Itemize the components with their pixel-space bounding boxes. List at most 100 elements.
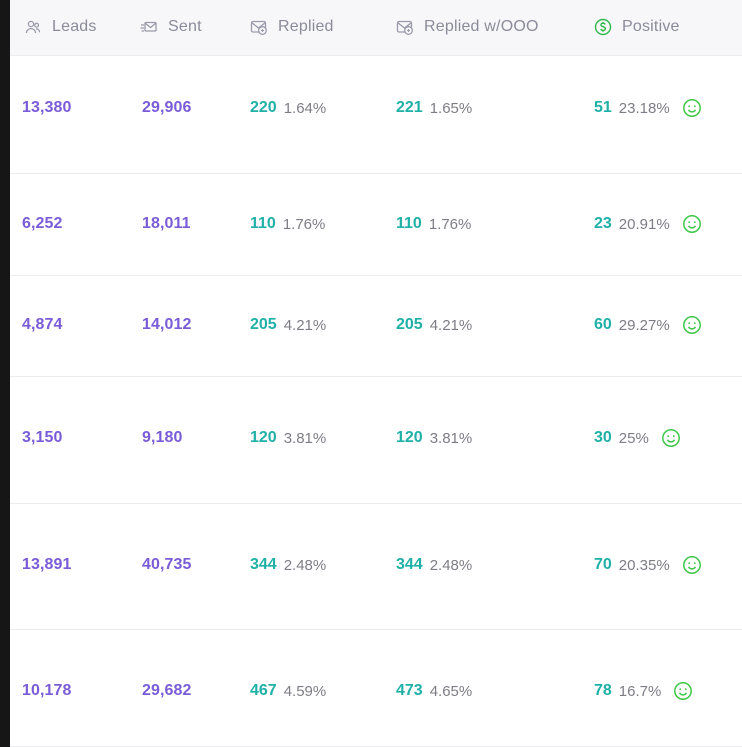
positive-cell: 51 23.18%: [594, 98, 702, 118]
replied-ooo-envelope-icon: [396, 20, 413, 35]
positive-cell: 60 29.27%: [594, 315, 702, 335]
leads-cell: 10,178: [22, 681, 72, 701]
positive-percent: 16.7%: [618, 682, 662, 700]
sent-count: 29,906: [142, 99, 192, 116]
replied-count: 120: [250, 429, 277, 446]
positive-cell: 78 16.7%: [594, 681, 693, 701]
leads-count: 13,891: [22, 556, 72, 573]
replied-ooo-cell: 344 2.48%: [396, 555, 472, 575]
positive-count: 51: [594, 99, 612, 116]
sent-count: 18,011: [142, 215, 191, 232]
replied-cell: 110 1.76%: [250, 214, 325, 234]
replied-cell: 344 2.48%: [250, 555, 326, 575]
replied-ooo-count: 221: [396, 99, 423, 116]
column-header-replied-ooo[interactable]: Replied w/OOO: [396, 17, 539, 37]
positive-cell: 30 25%: [594, 428, 681, 448]
replied-cell: 120 3.81%: [250, 428, 326, 448]
smiley-icon: [661, 429, 680, 447]
replied-count: 467: [250, 682, 277, 699]
replied-envelope-icon: [250, 20, 267, 35]
sent-cell: 18,011: [142, 214, 191, 234]
replied-ooo-percent: 2.48%: [429, 556, 473, 574]
column-header-label: Leads: [52, 18, 97, 35]
dollar-circle-icon: [594, 18, 612, 36]
replied-count: 344: [250, 556, 277, 573]
smiley-icon: [682, 556, 701, 574]
positive-cell: 23 20.91%: [594, 214, 702, 234]
sent-envelope-icon: [140, 21, 157, 32]
replied-cell: 467 4.59%: [250, 681, 326, 701]
positive-count: 30: [594, 429, 612, 446]
replied-count: 220: [250, 99, 277, 116]
replied-percent: 1.64%: [283, 99, 327, 117]
column-header-leads[interactable]: Leads: [24, 17, 97, 37]
table-row[interactable]: 6,252 18,011 110 1.76% 110 1.76% 23 20.9…: [10, 173, 742, 276]
replied-ooo-cell: 120 3.81%: [396, 428, 472, 448]
positive-count: 60: [594, 316, 612, 333]
replied-cell: 205 4.21%: [250, 315, 326, 335]
replied-ooo-count: 120: [396, 429, 423, 446]
replied-percent: 3.81%: [283, 429, 327, 447]
replied-ooo-count: 344: [396, 556, 423, 573]
positive-percent: 29.27%: [618, 316, 670, 334]
replied-cell: 220 1.64%: [250, 98, 326, 118]
sent-count: 40,735: [142, 556, 192, 573]
positive-cell: 70 20.35%: [594, 555, 702, 575]
smiley-icon: [682, 99, 701, 117]
table-row[interactable]: 3,150 9,180 120 3.81% 120 3.81% 30 25%: [10, 376, 742, 504]
replied-percent: 1.76%: [282, 215, 326, 233]
replied-percent: 4.21%: [283, 316, 327, 334]
replied-ooo-count: 110: [396, 215, 422, 232]
positive-percent: 20.35%: [618, 556, 670, 574]
table-row[interactable]: 13,891 40,735 344 2.48% 344 2.48% 70 20.…: [10, 503, 742, 630]
replied-ooo-count: 473: [396, 682, 423, 699]
column-header-label: Replied w/OOO: [424, 18, 539, 35]
table-row[interactable]: 13,380 29,906 220 1.64% 221 1.65% 51 23.…: [10, 56, 742, 174]
smiley-icon: [682, 215, 701, 233]
users-icon: [25, 20, 41, 34]
smiley-icon: [682, 316, 701, 334]
column-header-positive[interactable]: Positive: [594, 17, 680, 37]
replied-ooo-count: 205: [396, 316, 423, 333]
leads-count: 3,150: [22, 429, 63, 446]
column-header-sent[interactable]: Sent: [140, 17, 202, 37]
leads-count: 13,380: [22, 99, 72, 116]
table-row[interactable]: 10,178 29,682 467 4.59% 473 4.65% 78 16.…: [10, 629, 742, 747]
replied-ooo-percent: 4.21%: [429, 316, 473, 334]
leads-cell: 4,874: [22, 315, 63, 335]
sent-cell: 14,012: [142, 315, 192, 335]
replied-ooo-percent: 1.76%: [428, 215, 472, 233]
replied-ooo-cell: 473 4.65%: [396, 681, 472, 701]
replied-percent: 2.48%: [283, 556, 327, 574]
column-header-replied[interactable]: Replied: [250, 17, 334, 37]
positive-count: 23: [594, 215, 612, 232]
replied-ooo-cell: 110 1.76%: [396, 214, 471, 234]
leads-cell: 13,380: [22, 98, 72, 118]
sent-cell: 29,906: [142, 98, 192, 118]
leads-count: 10,178: [22, 682, 72, 699]
sent-cell: 9,180: [142, 428, 183, 448]
positive-percent: 23.18%: [618, 99, 670, 117]
replied-ooo-percent: 4.65%: [429, 682, 473, 700]
column-header-label: Replied: [278, 18, 334, 35]
replied-ooo-cell: 221 1.65%: [396, 98, 472, 118]
sent-cell: 29,682: [142, 681, 192, 701]
leads-cell: 13,891: [22, 555, 72, 575]
positive-count: 78: [594, 682, 612, 699]
sent-count: 29,682: [142, 682, 192, 699]
table-row[interactable]: 4,874 14,012 205 4.21% 205 4.21% 60 29.2…: [10, 275, 742, 377]
campaign-stats-table: Leads Sent Replied: [10, 0, 742, 747]
replied-ooo-cell: 205 4.21%: [396, 315, 472, 335]
positive-count: 70: [594, 556, 612, 573]
leads-count: 4,874: [22, 316, 63, 333]
replied-percent: 4.59%: [283, 682, 327, 700]
replied-count: 110: [250, 215, 276, 232]
replied-ooo-percent: 1.65%: [429, 99, 473, 117]
table-header: Leads Sent Replied: [10, 0, 742, 56]
positive-percent: 25%: [618, 429, 649, 447]
leads-cell: 6,252: [22, 214, 63, 234]
replied-ooo-percent: 3.81%: [429, 429, 473, 447]
positive-percent: 20.91%: [618, 215, 670, 233]
column-header-label: Positive: [622, 18, 680, 35]
smiley-icon: [674, 682, 693, 700]
